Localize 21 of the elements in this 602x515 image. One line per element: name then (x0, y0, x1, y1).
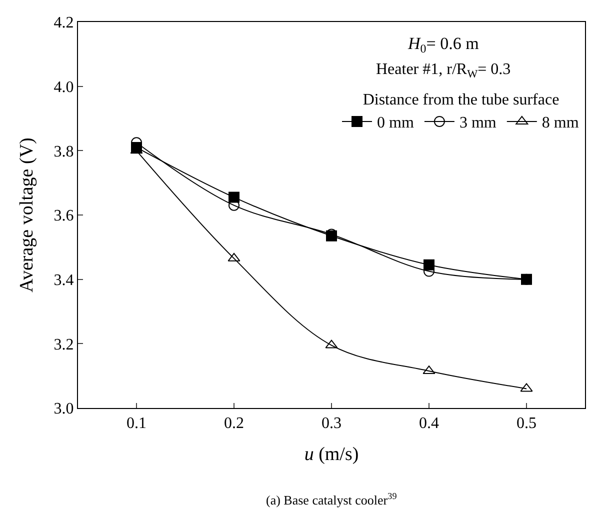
x-axis-title: u (m/s) (304, 444, 359, 465)
x-tick-label: 0.2 (224, 415, 244, 432)
y-tick-label: 3.6 (54, 208, 74, 225)
y-tick-label: 3.2 (54, 336, 74, 354)
y-tick-label: 3.8 (54, 143, 74, 160)
annotation: Heater #1, r/R$_{W}$= 0.3 (376, 61, 511, 80)
y-tick-label: 3.0 (54, 400, 74, 418)
y-axis-title: Average voltage (V) (16, 138, 38, 292)
y-tick-label: 4.2 (54, 14, 74, 32)
x-tick-label: 0.1 (126, 415, 146, 432)
legend-label: 3 mm (459, 114, 497, 132)
text: (a) Base catalyst cooler$^{39}$ (266, 491, 398, 508)
legend-label: 0 mm (377, 114, 414, 132)
legend-title: Distance from the tube surface (362, 92, 560, 109)
y-tick-label: 4.0 (54, 78, 74, 96)
annotation: H$_{0}$= 0.6 m (407, 34, 479, 56)
x-tick-label: 0.5 (516, 415, 536, 432)
y-tick-label: 3.4 (54, 272, 74, 289)
legend-label: 8 mm (542, 114, 580, 132)
x-tick-label: 0.4 (419, 415, 439, 432)
x-tick-label: 0.3 (322, 415, 342, 432)
